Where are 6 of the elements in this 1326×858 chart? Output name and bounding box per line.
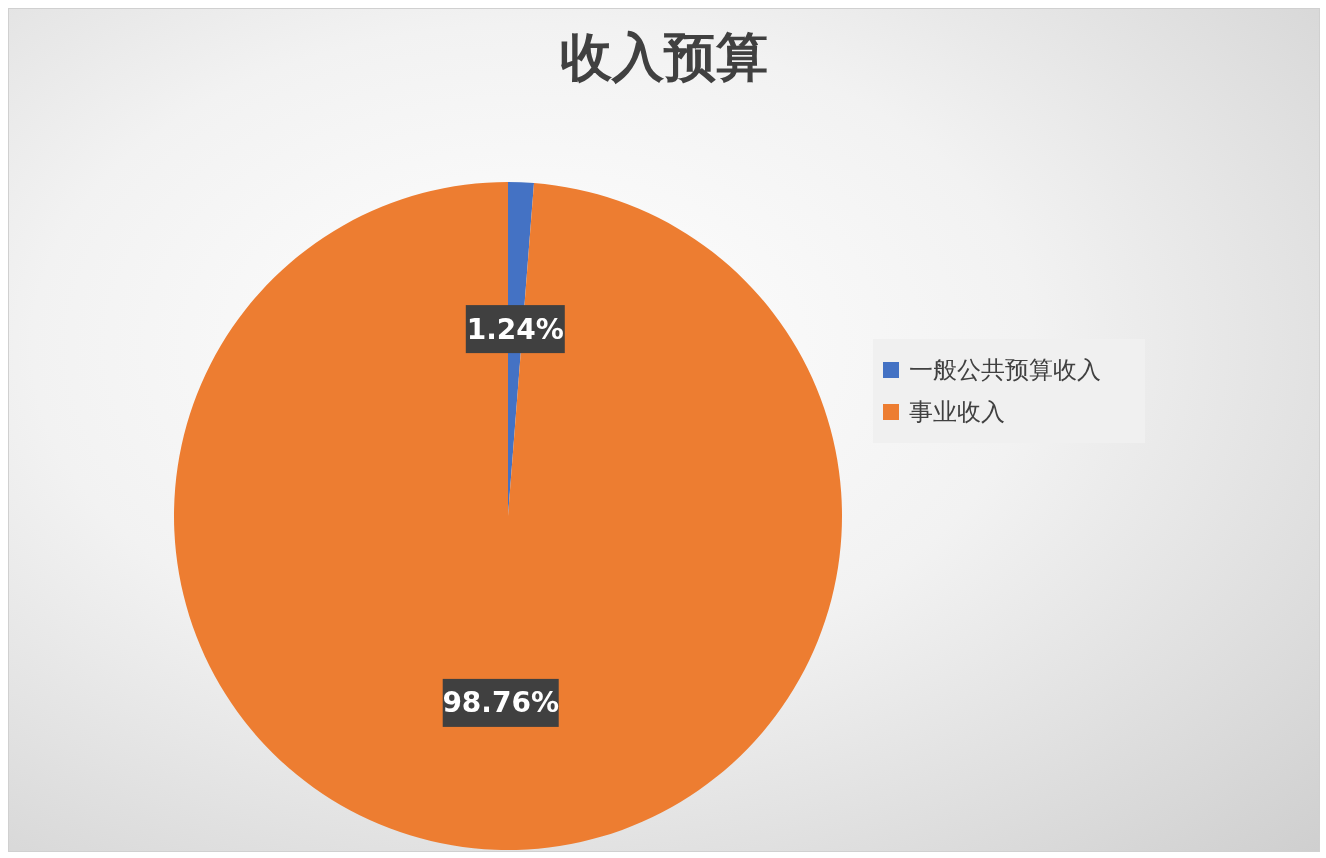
chart-title: 收入预算	[559, 26, 769, 89]
pie-slice	[174, 182, 842, 850]
data-label: 98.76%	[442, 686, 560, 720]
legend-label: 一般公共预算收入	[909, 355, 1101, 386]
data-label: 1.24%	[466, 312, 564, 346]
legend-label: 事业收入	[909, 397, 1005, 428]
